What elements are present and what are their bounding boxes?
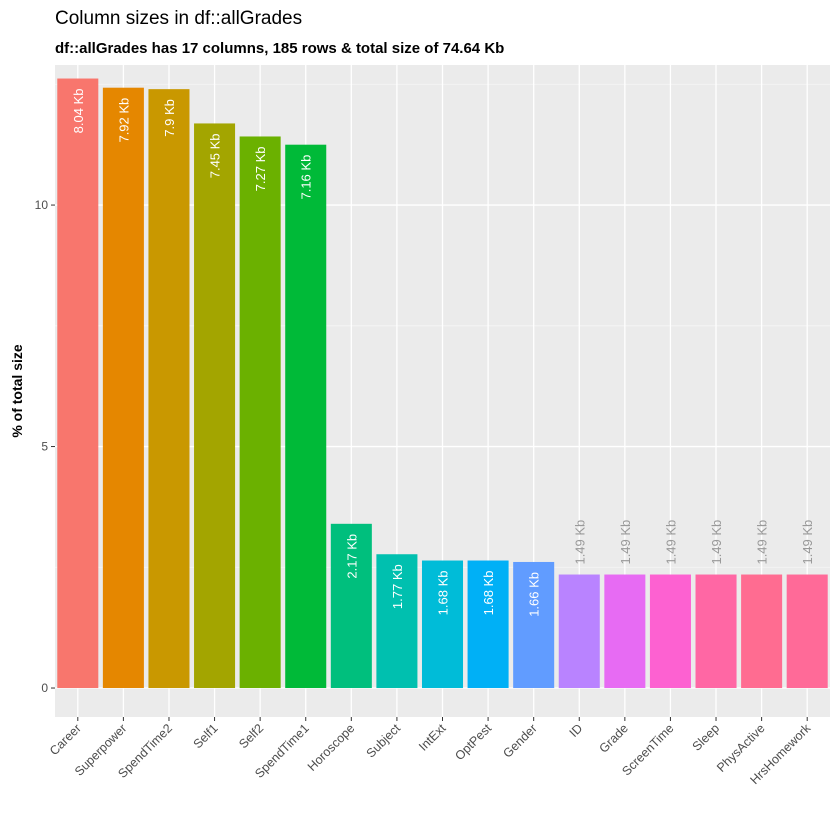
bar-value-label: 1.66 Kb (527, 572, 542, 617)
bar-id (558, 574, 600, 689)
y-tick-label: 0 (41, 681, 48, 695)
bar-optpest (467, 560, 509, 689)
bars (57, 78, 828, 689)
x-tick-label: Self2 (236, 721, 266, 751)
bar-value-label: 1.49 Kb (618, 520, 633, 565)
bar-sleep (695, 574, 737, 689)
bar-value-label: 1.68 Kb (436, 571, 451, 616)
bar-self2 (239, 136, 281, 689)
y-axis-title: % of total size (9, 344, 25, 438)
x-tick-label: Grade (597, 721, 631, 755)
bar-screentime (649, 574, 691, 689)
chart-title: Column sizes in df::allGrades (55, 8, 303, 29)
y-axis: 0 5 10 (35, 198, 55, 695)
bar-career (57, 78, 99, 689)
bar-hrshomework (786, 574, 828, 689)
bar-spendtime2 (148, 89, 190, 689)
x-tick-label: Sleep (690, 721, 723, 754)
bar-value-label: 1.77 Kb (390, 564, 405, 609)
x-tick-label: Self1 (191, 721, 221, 751)
bar-spendtime1 (285, 144, 327, 689)
bar-value-label: 1.49 Kb (663, 520, 678, 565)
bar-value-label: 7.16 Kb (299, 155, 314, 200)
x-tick-label: Career (47, 721, 84, 758)
bar-labels: 8.04 Kb 7.92 Kb 7.9 Kb 7.45 Kb 7.27 Kb 7.16 K… (71, 89, 815, 617)
bar-subject (376, 554, 418, 689)
bar-value-label: 2.17 Kb (344, 534, 359, 579)
x-tick-label: ID (567, 721, 586, 740)
bar-value-label: 8.04 Kb (71, 89, 86, 134)
bar-value-label: 7.27 Kb (253, 146, 268, 191)
bar-superpower (102, 87, 144, 689)
bar-physactive (741, 574, 783, 689)
bar-value-label: 1.49 Kb (800, 520, 815, 565)
bar-self1 (194, 123, 236, 689)
bar-horoscope (330, 523, 372, 689)
bar-value-label: 7.9 Kb (162, 99, 177, 137)
x-tick-label: IntExt (416, 721, 449, 754)
chart-subtitle: df::allGrades has 17 columns, 185 rows &… (55, 40, 505, 57)
x-tick-label: Horoscope (305, 721, 358, 774)
y-tick-label: 10 (35, 198, 49, 212)
bar-intext (421, 560, 464, 689)
bar-value-label: 1.49 Kb (572, 520, 587, 565)
bar-grade (604, 574, 646, 689)
x-tick-label: OptPest (452, 721, 494, 763)
bar-value-label: 7.45 Kb (208, 133, 223, 178)
y-tick-label: 5 (41, 440, 48, 454)
bar-value-label: 1.68 Kb (481, 571, 496, 616)
bar-value-label: 1.49 Kb (755, 520, 770, 565)
bar-gender (513, 561, 555, 689)
bar-value-label: 7.92 Kb (116, 98, 131, 143)
bar-value-label: 1.49 Kb (709, 520, 724, 565)
x-tick-label: Subject (364, 721, 404, 761)
x-tick-label: Gender (500, 721, 539, 760)
